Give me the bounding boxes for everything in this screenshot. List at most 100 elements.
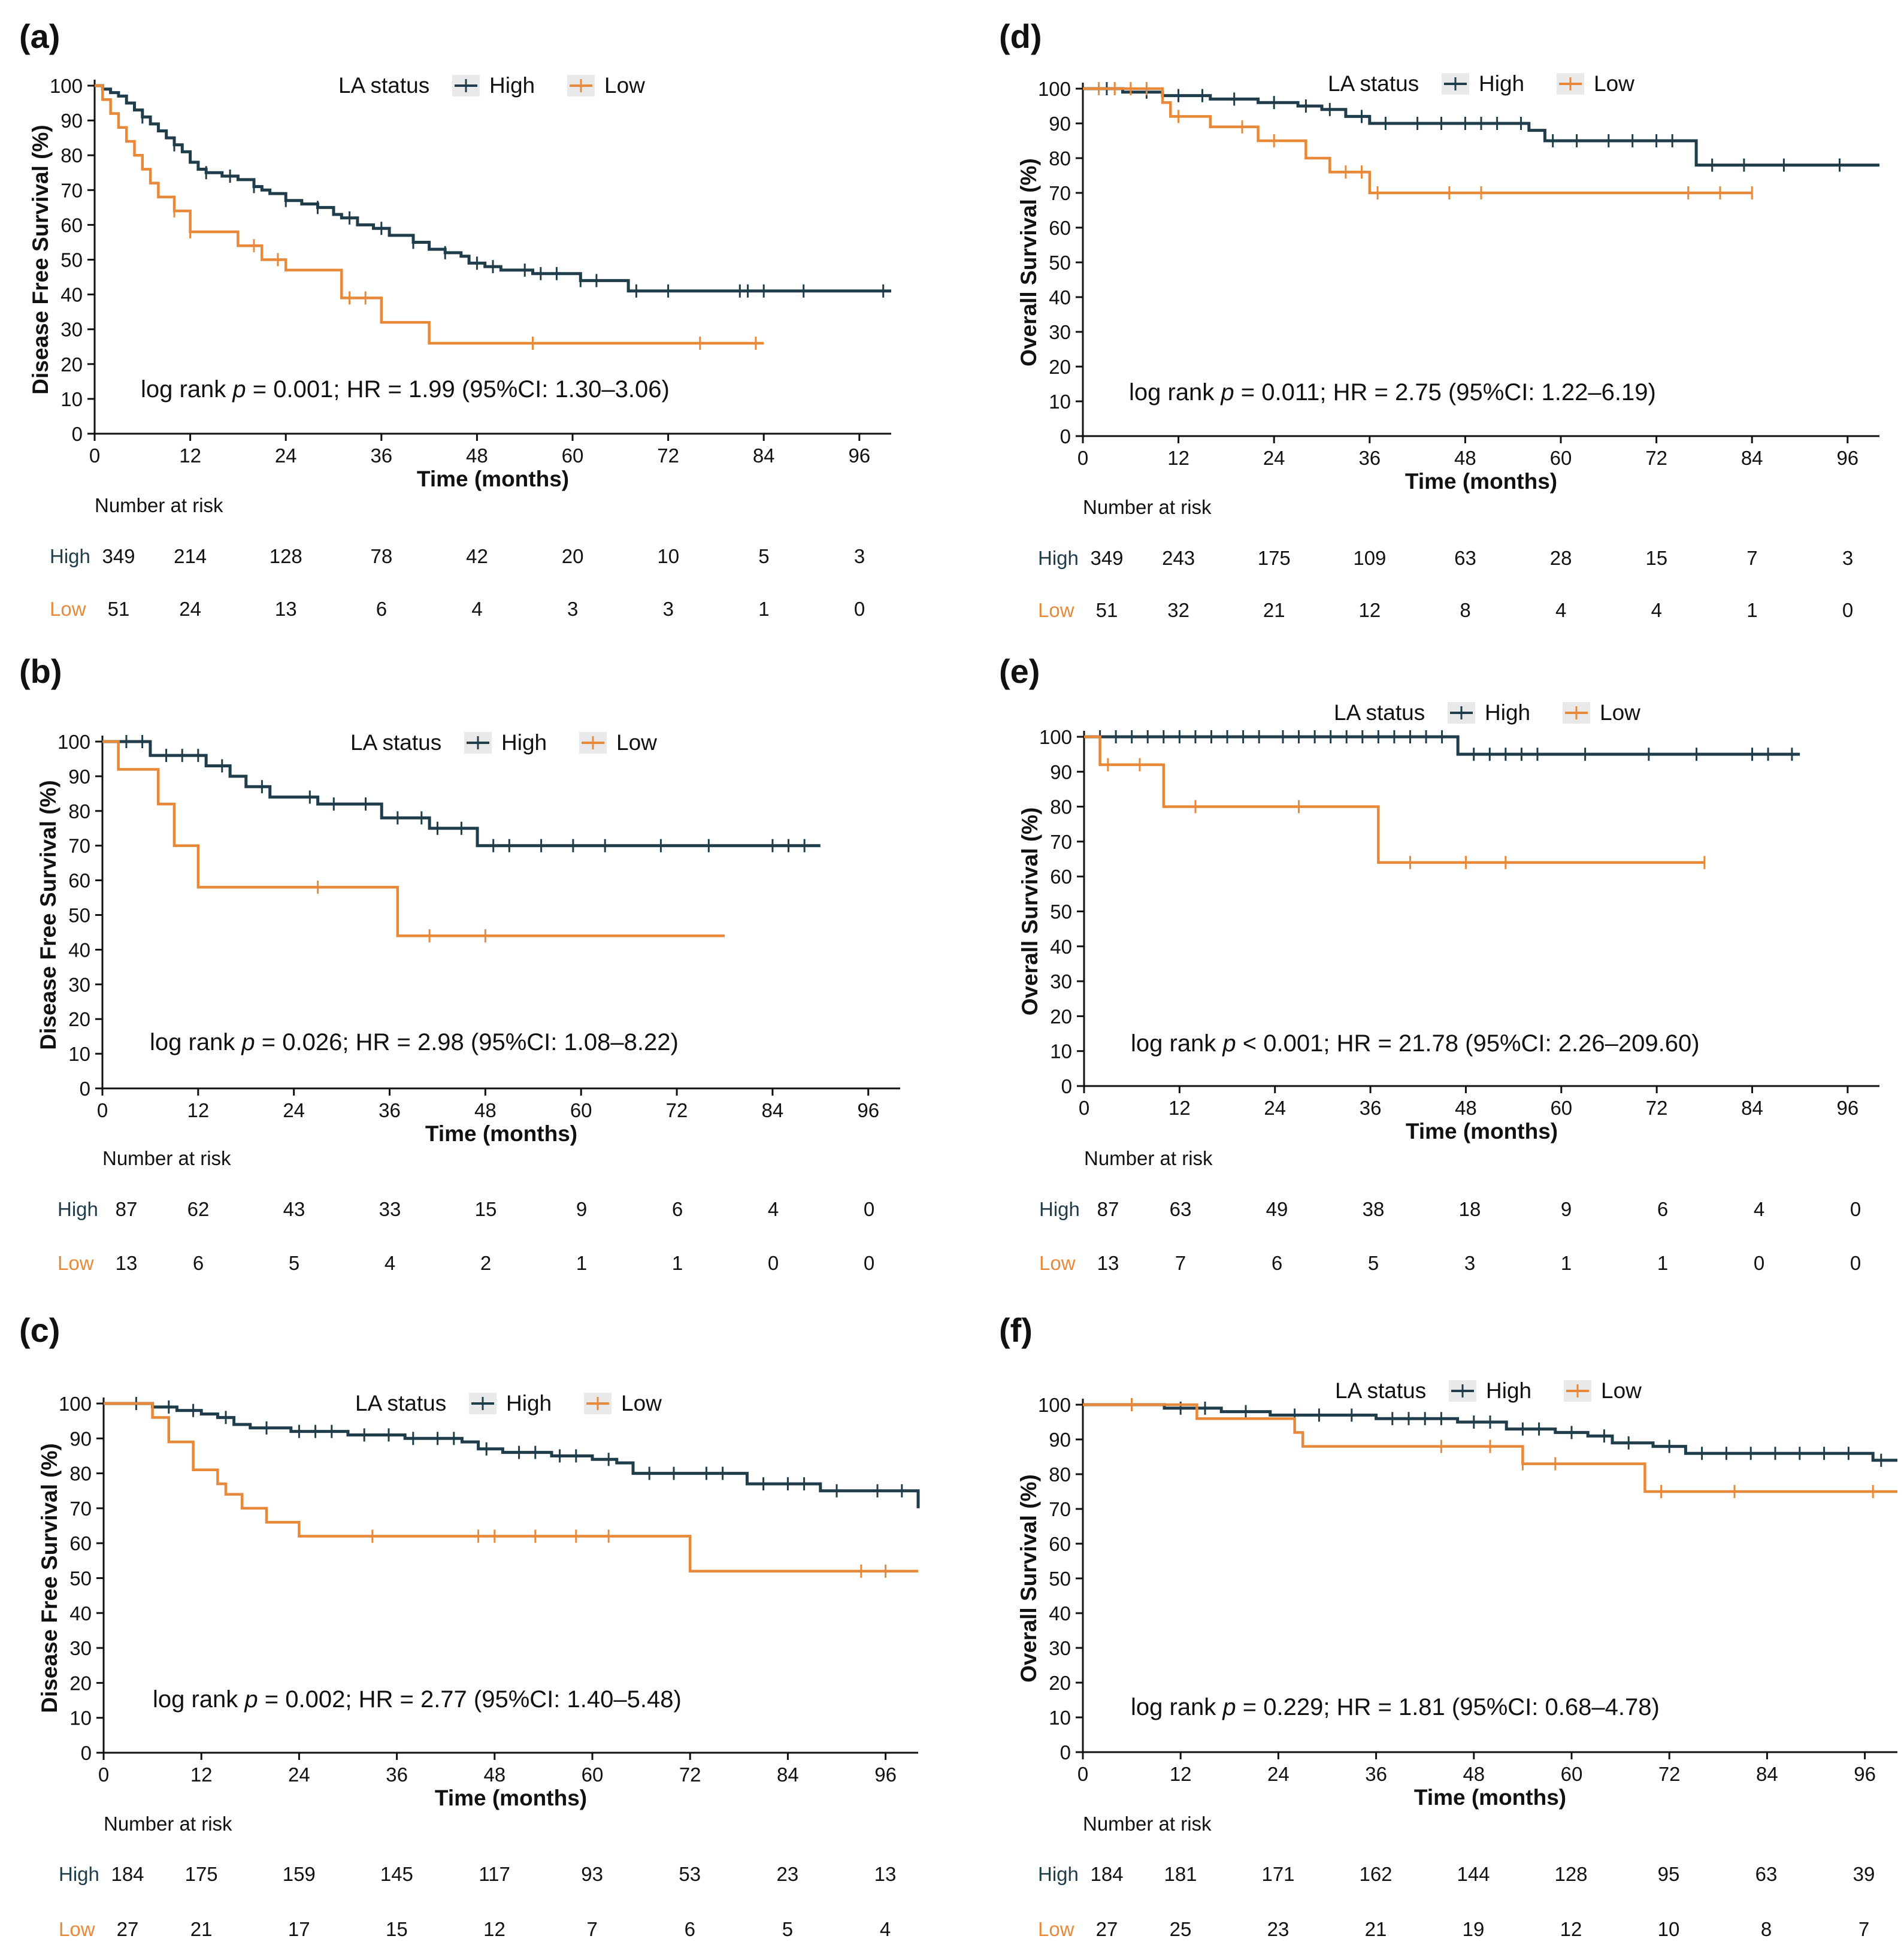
y-tick-label: 90	[1050, 761, 1072, 783]
x-tick-label: 0	[97, 1099, 108, 1121]
x-tick-label: 60	[562, 444, 584, 467]
y-tick-label: 50	[60, 249, 83, 271]
risk-count: 51	[108, 598, 130, 620]
x-tick-label: 12	[179, 444, 201, 467]
legend-label-low: Low	[616, 730, 657, 755]
legend-label-high: High	[489, 73, 535, 98]
y-tick-label: 30	[1049, 1637, 1071, 1659]
x-tick-label: 96	[874, 1764, 897, 1786]
risk-count: 38	[1363, 1198, 1385, 1220]
y-tick-label: 40	[69, 1602, 92, 1625]
y-tick-label: 50	[1049, 1568, 1071, 1590]
risk-count: 63	[1755, 1863, 1778, 1885]
risk-count: 19	[1463, 1918, 1485, 1940]
legend-label-high: High	[1479, 71, 1524, 96]
y-tick-label: 50	[69, 1568, 92, 1590]
y-tick-label: 20	[1049, 1672, 1071, 1694]
risk-table-title: Number at risk	[102, 1147, 231, 1169]
risk-count: 175	[1258, 547, 1291, 569]
legend-title: LA status	[338, 73, 429, 98]
y-tick-label: 10	[60, 388, 83, 410]
risk-count: 93	[581, 1863, 603, 1885]
risk-count: 184	[111, 1863, 144, 1885]
risk-count: 15	[1645, 547, 1667, 569]
x-axis-label: Time (months)	[1414, 1785, 1566, 1810]
risk-row-label-low: Low	[59, 1918, 95, 1940]
risk-count: 7	[1175, 1252, 1186, 1274]
risk-count: 145	[380, 1863, 413, 1885]
risk-count: 3	[663, 598, 674, 620]
panel-label: (c)	[19, 1311, 60, 1349]
risk-count: 3	[1842, 547, 1853, 569]
x-axis-label: Time (months)	[1406, 1119, 1558, 1144]
y-tick-label: 40	[1049, 286, 1071, 308]
x-axis-label: Time (months)	[435, 1786, 587, 1810]
x-tick-label: 48	[1455, 1097, 1477, 1119]
risk-count: 144	[1457, 1863, 1490, 1885]
risk-count: 0	[864, 1198, 874, 1220]
logrank-annotation: log rank p < 0.001; HR = 21.78 (95%CI: 2…	[1131, 1030, 1700, 1057]
risk-count: 13	[1097, 1252, 1119, 1274]
risk-count: 8	[1761, 1918, 1772, 1940]
y-tick-label: 10	[69, 1707, 92, 1729]
y-tick-label: 10	[1050, 1040, 1072, 1063]
risk-count: 184	[1090, 1863, 1123, 1885]
risk-row-label-low: Low	[1038, 1918, 1074, 1940]
x-tick-label: 0	[1077, 447, 1088, 469]
y-axis-label: Overall Survival (%)	[1018, 807, 1042, 1016]
y-tick-label: 80	[1049, 147, 1071, 170]
legend-label-low: Low	[1600, 700, 1640, 725]
x-tick-label: 24	[288, 1764, 310, 1786]
risk-count: 175	[185, 1863, 218, 1885]
x-tick-label: 12	[1170, 1763, 1192, 1785]
risk-count: 6	[376, 598, 387, 620]
y-tick-label: 50	[1050, 901, 1072, 923]
y-tick-label: 20	[60, 353, 83, 376]
risk-row-label-high: High	[1038, 1863, 1079, 1885]
panel-label: (f)	[999, 1311, 1033, 1349]
risk-count: 1	[672, 1252, 683, 1274]
x-tick-label: 96	[857, 1099, 879, 1121]
y-tick-label: 10	[1049, 1707, 1071, 1729]
risk-row-label-high: High	[1039, 1198, 1080, 1220]
risk-count: 39	[1853, 1863, 1875, 1885]
risk-count: 13	[116, 1252, 138, 1274]
y-tick-label: 0	[1060, 425, 1071, 447]
logrank-annotation: log rank p = 0.026; HR = 2.98 (95%CI: 1.…	[150, 1029, 679, 1055]
risk-count: 27	[1096, 1918, 1118, 1940]
x-axis-label: Time (months)	[1405, 469, 1557, 494]
y-tick-label: 40	[60, 284, 83, 306]
risk-count: 109	[1353, 547, 1386, 569]
y-tick-label: 60	[60, 214, 83, 236]
risk-count: 128	[270, 545, 302, 567]
risk-count: 23	[777, 1863, 799, 1885]
panel-label: (d)	[999, 17, 1042, 55]
risk-count: 0	[1850, 1198, 1861, 1220]
km-curve-low	[95, 84, 764, 345]
x-tick-label: 12	[1167, 447, 1189, 469]
risk-count: 5	[782, 1918, 793, 1940]
risk-count: 4	[1651, 599, 1662, 621]
risk-count: 27	[117, 1918, 139, 1940]
x-tick-label: 48	[466, 444, 488, 467]
risk-count: 5	[758, 545, 769, 567]
logrank-annotation: log rank p = 0.002; HR = 2.77 (95%CI: 1.…	[153, 1686, 682, 1713]
risk-count: 28	[1550, 547, 1572, 569]
y-tick-label: 30	[69, 1637, 92, 1659]
x-tick-label: 60	[1550, 447, 1572, 469]
x-axis-label: Time (months)	[417, 467, 569, 491]
panel-label: (e)	[999, 652, 1040, 690]
risk-table-title: Number at risk	[1083, 496, 1212, 518]
risk-count: 4	[1754, 1198, 1764, 1220]
km-curve-low	[102, 740, 725, 937]
x-tick-label: 84	[777, 1764, 799, 1786]
risk-count: 21	[1263, 599, 1285, 621]
risk-table-title: Number at risk	[1084, 1147, 1213, 1169]
y-tick-label: 100	[1038, 78, 1071, 100]
km-curve-low	[1083, 1403, 1897, 1493]
risk-count: 12	[483, 1918, 505, 1940]
x-tick-label: 48	[1454, 447, 1476, 469]
risk-count: 3	[567, 598, 578, 620]
km-curve-high	[1083, 87, 1879, 167]
legend-title: LA status	[1328, 71, 1419, 96]
